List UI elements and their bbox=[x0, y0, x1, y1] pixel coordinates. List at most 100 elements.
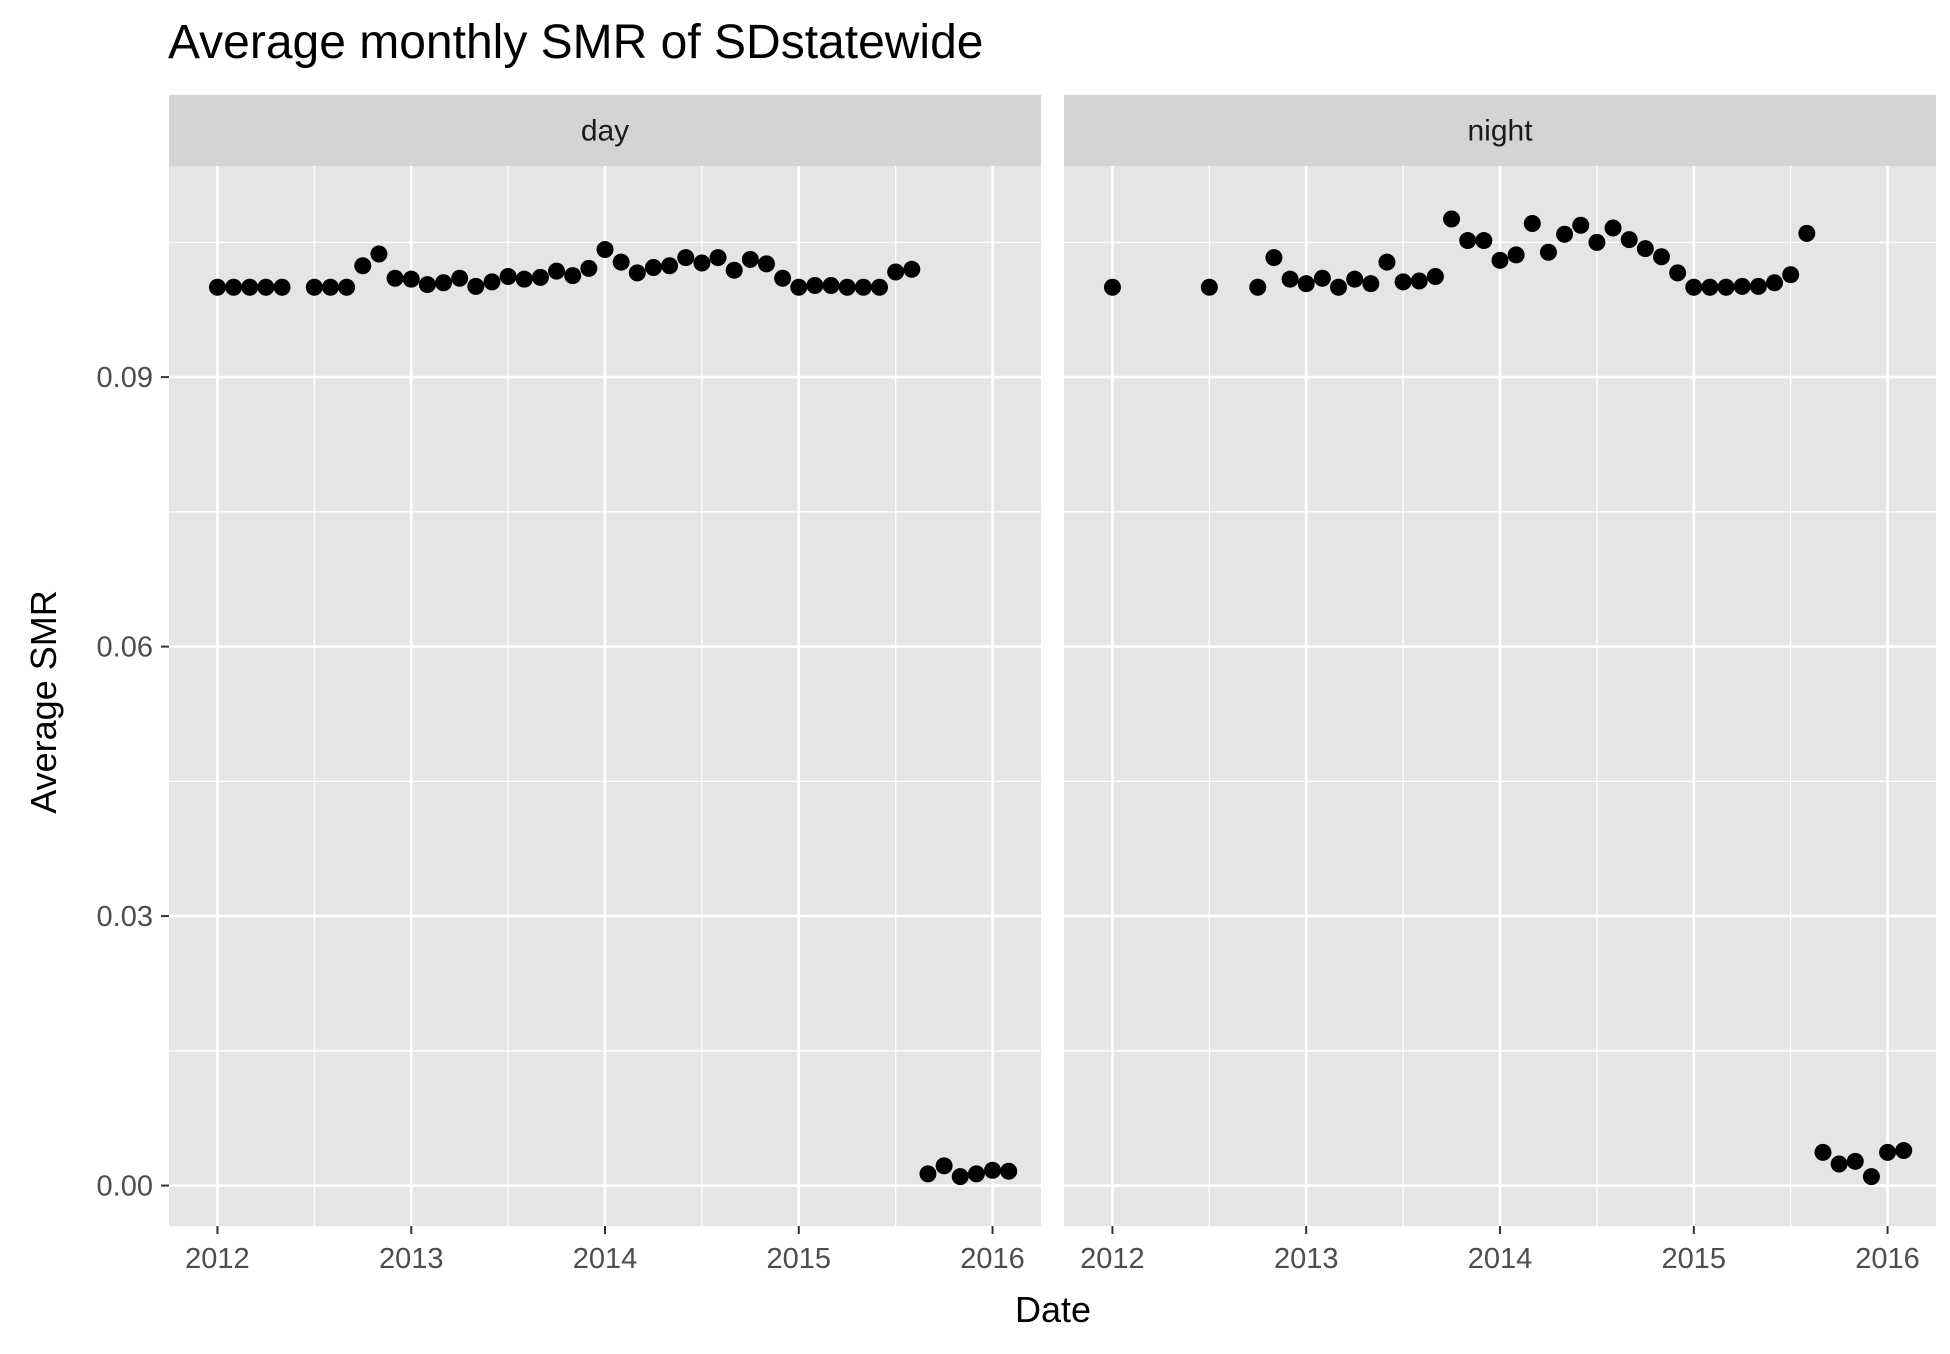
data-point bbox=[548, 262, 566, 280]
data-point bbox=[790, 278, 808, 296]
data-point bbox=[273, 278, 291, 296]
data-point bbox=[709, 249, 727, 267]
y-tick-label: 0.09 bbox=[97, 362, 153, 394]
data-point bbox=[1604, 219, 1622, 237]
data-point bbox=[1475, 232, 1493, 250]
data-point bbox=[435, 274, 453, 292]
data-point bbox=[225, 278, 243, 296]
panel-night: night 2012 2013 2014 2015 2016 bbox=[1064, 95, 1936, 1275]
x-tick-label: 2015 bbox=[1662, 1243, 1727, 1275]
data-point bbox=[1426, 267, 1444, 285]
x-tick-label: 2013 bbox=[379, 1243, 444, 1275]
data-point bbox=[1766, 274, 1784, 292]
data-point bbox=[305, 278, 323, 296]
data-point bbox=[515, 270, 533, 288]
x-axis-title: Date bbox=[1015, 1289, 1091, 1330]
x-tick-label: 2014 bbox=[1468, 1243, 1533, 1275]
data-point bbox=[1782, 266, 1800, 284]
data-point bbox=[919, 1165, 937, 1183]
data-point bbox=[1636, 240, 1654, 258]
data-point bbox=[951, 1168, 969, 1186]
data-point bbox=[628, 264, 646, 282]
data-point bbox=[967, 1165, 985, 1183]
data-point bbox=[838, 278, 856, 296]
data-point bbox=[564, 267, 582, 285]
data-point bbox=[386, 269, 404, 287]
data-point bbox=[1200, 278, 1218, 296]
data-point bbox=[1846, 1152, 1864, 1170]
data-point bbox=[1103, 278, 1121, 296]
data-point bbox=[903, 260, 921, 278]
data-point bbox=[1733, 277, 1751, 295]
chart-title: Average monthly SMR of SDstatewide bbox=[168, 16, 983, 69]
data-point bbox=[1297, 275, 1315, 293]
data-point bbox=[596, 241, 614, 259]
data-point bbox=[1717, 278, 1735, 296]
data-point bbox=[1346, 270, 1364, 288]
data-point bbox=[467, 277, 485, 295]
data-point bbox=[1443, 210, 1461, 228]
data-point bbox=[1895, 1142, 1913, 1160]
y-tick-label: 0.03 bbox=[97, 901, 153, 933]
data-point bbox=[1798, 224, 1816, 242]
data-point bbox=[644, 259, 662, 277]
facet-strip bbox=[169, 95, 1041, 166]
panel-day: day 2012 2013 2014 2015 2016 0.00 0.03 0.06 0.09 bbox=[97, 95, 1041, 1275]
data-point bbox=[887, 263, 905, 281]
data-point bbox=[822, 276, 840, 294]
data-point bbox=[612, 253, 630, 271]
x-tick-label: 2014 bbox=[573, 1243, 638, 1275]
data-point bbox=[531, 268, 549, 286]
data-point bbox=[1491, 251, 1509, 269]
data-point bbox=[661, 257, 679, 275]
data-point bbox=[1749, 277, 1767, 295]
facet-label-night: night bbox=[1467, 115, 1533, 148]
data-point bbox=[1620, 231, 1638, 249]
data-point bbox=[580, 259, 598, 277]
data-point bbox=[1862, 1168, 1880, 1186]
data-point bbox=[402, 270, 420, 288]
data-point bbox=[1539, 243, 1557, 261]
x-tick-label: 2013 bbox=[1274, 1243, 1339, 1275]
x-tick-label: 2016 bbox=[960, 1243, 1025, 1275]
data-point bbox=[1507, 246, 1525, 264]
data-point bbox=[1669, 264, 1687, 282]
data-point bbox=[1652, 248, 1670, 266]
data-point bbox=[725, 261, 743, 279]
data-point bbox=[693, 254, 711, 272]
data-point bbox=[854, 278, 872, 296]
data-point bbox=[984, 1161, 1002, 1179]
data-point bbox=[1814, 1143, 1832, 1161]
data-point bbox=[1378, 253, 1396, 271]
data-point bbox=[451, 269, 469, 287]
y-tick-label: 0.06 bbox=[97, 632, 153, 664]
data-point bbox=[1000, 1162, 1018, 1180]
data-point bbox=[1362, 275, 1380, 293]
data-point bbox=[418, 276, 436, 294]
data-point bbox=[1588, 233, 1606, 251]
data-point bbox=[1685, 278, 1703, 296]
data-point bbox=[1249, 278, 1267, 296]
x-tick-label: 2015 bbox=[767, 1243, 832, 1275]
data-point bbox=[1265, 249, 1283, 267]
x-tick-label: 2016 bbox=[1855, 1243, 1920, 1275]
data-point bbox=[257, 278, 275, 296]
data-point bbox=[354, 257, 372, 275]
data-point bbox=[741, 250, 759, 268]
data-point bbox=[1330, 278, 1348, 296]
facet-label-day: day bbox=[581, 115, 629, 148]
data-point bbox=[1701, 278, 1719, 296]
data-point bbox=[241, 278, 259, 296]
data-point bbox=[871, 278, 889, 296]
data-point bbox=[1459, 232, 1477, 250]
data-point bbox=[370, 245, 388, 263]
data-point bbox=[483, 273, 501, 291]
data-point bbox=[677, 249, 695, 267]
data-point bbox=[757, 255, 775, 273]
facet-strip bbox=[1064, 95, 1936, 166]
data-point bbox=[1830, 1155, 1848, 1173]
data-point bbox=[208, 278, 226, 296]
y-tick-label: 0.00 bbox=[97, 1171, 153, 1203]
